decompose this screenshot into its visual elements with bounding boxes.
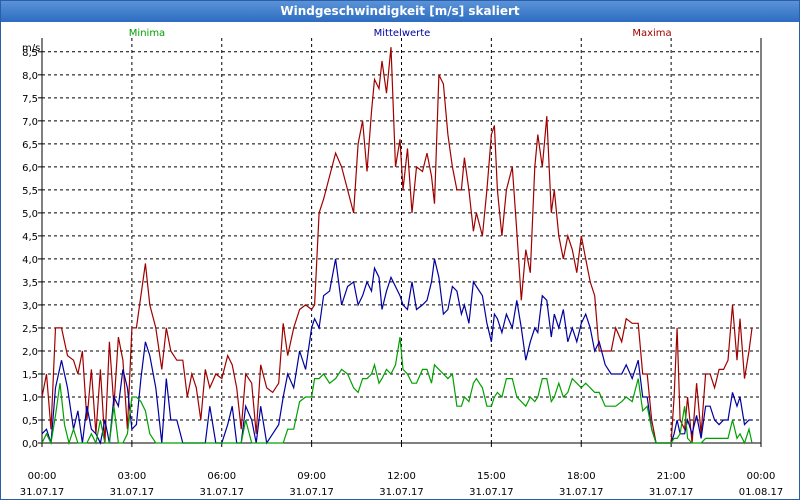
- x-tick-date: 31.07.17: [649, 487, 694, 498]
- series-line-maxima: [41, 47, 753, 444]
- x-tick-date: 31.07.17: [289, 487, 334, 498]
- chart-area: m/s 0,0 0,5 1,0 1,5 2,0 2,5 3,0 3,5 4,0 4,5 5,0 5,5 6…: [1, 22, 799, 499]
- x-tick-date: 31.07.17: [110, 487, 155, 498]
- x-tick-date: 31.07.17: [20, 487, 65, 498]
- y-tick-label: 3,0: [22, 301, 38, 312]
- y-tick-label: 7,0: [22, 117, 38, 128]
- legend-mittelwerte: Mittelwerte: [374, 28, 431, 39]
- x-tick-time: 09:00: [297, 471, 326, 482]
- series-line-minima: [41, 337, 753, 446]
- y-tick-label: 6,0: [22, 163, 38, 174]
- y-tick-label: 3,5: [22, 278, 38, 289]
- y-tick-label: 7,5: [22, 94, 38, 105]
- x-tick-date: 31.07.17: [379, 487, 424, 498]
- x-tick-time: 03:00: [117, 471, 146, 482]
- y-axis-label: m/s: [22, 43, 40, 54]
- chart-title: Windgeschwindigkeit [m/s] skaliert: [1, 1, 799, 22]
- y-tick-label: 8,0: [22, 71, 38, 82]
- series-line-mittelwerte: [41, 258, 752, 445]
- y-tick-label: 6,5: [22, 140, 38, 151]
- x-tick-time: 00:00: [747, 471, 776, 482]
- x-tick-date: 31.07.17: [559, 487, 604, 498]
- wind-speed-chart: m/s 0,0 0,5 1,0 1,5 2,0 2,5 3,0 3,5 4,0 4,5 5,0 5,5 6…: [20, 28, 784, 498]
- x-tick-date: 31.07.17: [469, 487, 514, 498]
- y-tick-label: 2,5: [22, 324, 38, 335]
- y-tick-label: 4,0: [22, 255, 38, 266]
- x-tick-time: 18:00: [567, 471, 596, 482]
- x-tick-time: 00:00: [28, 471, 57, 482]
- x-tick-date: 31.07.17: [199, 487, 244, 498]
- legend-minima: Minima: [129, 28, 165, 39]
- y-tick-label: 8,5: [22, 48, 38, 59]
- legend-maxima: Maxima: [632, 28, 671, 39]
- x-tick-date: 01.08.17: [739, 487, 784, 498]
- x-tick-time: 21:00: [657, 471, 686, 482]
- y-tick-label: 0,5: [22, 416, 38, 427]
- y-tick-label: 1,0: [22, 393, 38, 404]
- y-tick-label: 0,0: [22, 439, 38, 450]
- x-tick-time: 15:00: [477, 471, 506, 482]
- y-tick-label: 5,0: [22, 209, 38, 220]
- y-tick-label: 2,0: [22, 347, 38, 358]
- x-tick-time: 12:00: [387, 471, 416, 482]
- y-tick-label: 5,5: [22, 186, 38, 197]
- y-tick-label: 4,5: [22, 232, 38, 243]
- x-tick-time: 06:00: [207, 471, 236, 482]
- y-tick-label: 1,5: [22, 370, 38, 381]
